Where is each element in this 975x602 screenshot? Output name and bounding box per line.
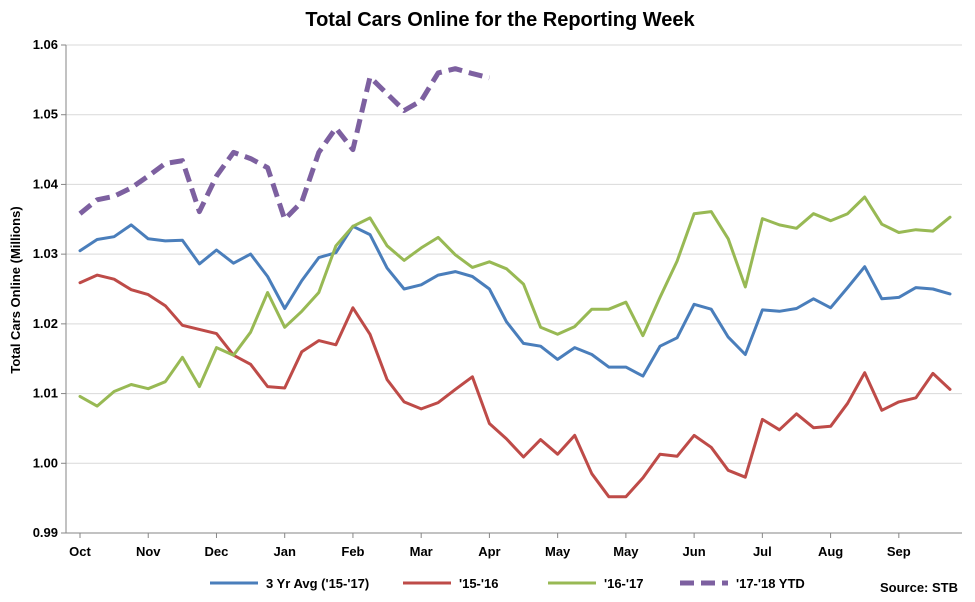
series-line-0 [78, 223, 952, 378]
legend-label: 3 Yr Avg ('15-'17) [266, 576, 369, 591]
y-tick-label: 1.01 [33, 386, 58, 401]
x-tick-label: Jan [274, 544, 296, 559]
y-tick-label: 1.04 [33, 176, 59, 191]
x-tick-label: Feb [341, 544, 364, 559]
x-tick-label: Nov [136, 544, 161, 559]
x-tick-label: Oct [69, 544, 91, 559]
y-tick-label: 1.05 [33, 107, 58, 122]
x-tick-label: Aug [818, 544, 843, 559]
gridlines [66, 44, 962, 534]
x-tick-label: Dec [205, 544, 229, 559]
series-line-3 [78, 66, 490, 222]
x-tick-label: May [613, 544, 639, 559]
series-lines [78, 66, 952, 499]
series-line-1 [78, 273, 952, 499]
x-tick-label: Apr [478, 544, 500, 559]
legend-label: '16-'17 [604, 576, 643, 591]
axes: 0.99 1.00 1.01 1.02 1.03 1.04 1.05 1.06 Oct Nov De… [33, 37, 962, 559]
legend-label: '15-'16 [459, 576, 498, 591]
x-tick-label: Jul [753, 544, 772, 559]
y-tick-label: 1.06 [33, 37, 58, 52]
legend-label: '17-'18 YTD [736, 576, 805, 591]
y-axis-label: Total Cars Online (Millions) [8, 206, 23, 373]
y-tick-label: 1.03 [33, 246, 58, 261]
x-tick-label: Jun [683, 544, 706, 559]
x-tick-label: Sep [887, 544, 911, 559]
y-tick-label: 1.02 [33, 316, 58, 331]
y-tick-label: 0.99 [33, 525, 58, 540]
y-tick-label: 1.00 [33, 455, 58, 470]
chart-title: Total Cars Online for the Reporting Week [305, 9, 695, 31]
legend: 3 Yr Avg ('15-'17) '15-'16 '16-'17 '17-'18 … [210, 576, 805, 591]
x-tick-label: Mar [410, 544, 433, 559]
source-note: Source: STB [880, 580, 958, 595]
series-line-2 [78, 195, 952, 408]
x-tick-label: May [545, 544, 571, 559]
